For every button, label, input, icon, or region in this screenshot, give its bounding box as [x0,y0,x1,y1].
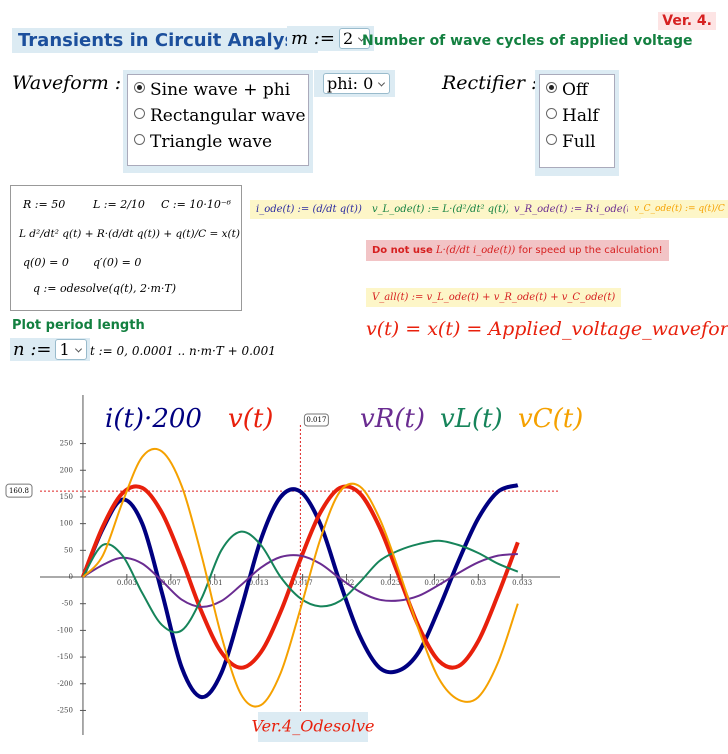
radio-option[interactable]: Full [546,129,608,155]
legend-entry: vL(t) [440,404,503,434]
warning-text: for speed up the calculation! [518,245,663,256]
radio-option[interactable]: Sine wave + phi [134,77,302,103]
version: Ver. 4. [658,12,716,30]
y-tick-label: 200 [60,466,73,474]
y-tick-label: 250 [60,440,73,448]
marker-label-box [303,413,329,427]
x-tick-label: 0.01 [207,579,223,587]
waveform-radios: Sine wave + phi Rectangular wave Triangle … [127,74,309,166]
radio-label: Full [562,132,596,152]
y-tick-label: -150 [57,653,73,661]
radio-label: Sine wave + phi [150,80,291,100]
equation: q(0) = 0 [23,256,69,269]
radio-button[interactable] [546,108,557,119]
radio-button[interactable] [134,134,145,145]
equation: q := odesolve(q(t), 2·m·T) [33,282,177,295]
waveform-frame: Sine wave + phi Rectangular wave Triangle … [123,70,313,173]
n-dropdown[interactable]: 1 [55,339,87,360]
x-tick-label: 0.003 [117,579,137,587]
radio-option[interactable]: Off [546,77,608,103]
y-tick-label: 0 [68,573,72,581]
applied-voltage: v(t) = x(t) = Applied_voltage_waveform [366,318,728,340]
series-line [82,530,519,634]
n-label: n := [13,339,52,360]
series-line [82,447,519,708]
phi-dropdown[interactable]: phi: 0 [323,73,391,94]
rectifier-frame: Off Half Full [535,70,619,176]
legend-entry: v(t) [228,404,273,434]
y-tick-label: -250 [57,706,73,714]
phi-frame: phi: 0 [314,70,396,97]
x-tick-label: 0.023 [380,579,400,587]
warning-expr: L·(d/dt i_ode(t)) [435,245,516,256]
t-definition: t := 0, 0.0001 .. n·m·T + 0.001 [90,344,276,358]
warning: Do not use L·(d/dt i_ode(t)) for speed u… [366,240,669,261]
plot-period-title: Plot period length [12,318,145,333]
n-control: n := 1 [10,338,90,361]
m-description: Number of wave cycles of applied voltage [362,33,693,49]
legend-entry: vC(t) [518,404,583,434]
rectifier-label: Rectifier := [442,72,554,94]
definition: v_L_ode(t) := L·(d²/dt² q(t)) [366,200,516,219]
m-dropdown[interactable]: 2 [338,28,371,49]
y-tick-label: 100 [60,520,73,528]
x-tick-label: 0.013 [249,579,269,587]
equation: q′(0) = 0 [93,256,142,269]
equation: R := 50 [23,198,66,211]
radio-label: Half [562,106,599,126]
radio-label: Off [562,80,589,100]
definition: v_C_ode(t) := q(t)/C [628,200,728,218]
waveform-label: Waveform := [12,72,138,94]
radio-button[interactable] [134,82,145,93]
marker-label-y: 160.8 [9,487,29,495]
definition: v_R_ode(t) := R·i_ode(t) [508,200,641,219]
caption: Ver.4_Odesolve [251,717,374,736]
caption-box [258,712,368,742]
radio-button[interactable] [134,108,145,119]
radio-option[interactable]: Rectangular wave [134,103,306,129]
equation: L d²/dt² q(t) + R·(d/dt q(t)) + q(t)/C =… [19,228,240,240]
radio-label: Triangle wave [150,132,273,152]
equation-box: R := 50 L := 2/10 C := 10·10⁻⁶ L d²/dt² … [10,185,242,311]
m-control: m := 2 [287,26,375,51]
series-line [81,484,520,670]
legend-entry: vR(t) [360,404,425,434]
rectifier-radios: Off Half Full [539,74,615,168]
title: Transients in Circuit Analysis [12,28,319,53]
definition: i_ode(t) := (d/dt q(t)) [250,200,368,219]
m-label: m := [291,28,335,49]
x-tick-label: 0.033 [512,579,532,587]
legend-entry: i(t)·200 [105,404,202,434]
radio-label: Rectangular wave [150,106,306,126]
equation: C := 10·10⁻⁶ [161,198,232,211]
y-tick-label: -100 [57,626,73,634]
x-tick-label: 0.017 [293,579,313,587]
radio-button[interactable] [546,134,557,145]
y-tick-label: -50 [62,600,73,608]
warning-bold: Do not use [372,245,433,256]
x-tick-label: 0.007 [161,579,181,587]
y-tick-label: -200 [57,680,73,688]
radio-option[interactable]: Half [546,103,608,129]
radio-button[interactable] [546,82,557,93]
equation: L := 2/10 [93,198,145,211]
chart: 0.003 0.007 0.01 0.013 0.017 0.02 0.023 0.027 0.… [5,395,583,742]
y-tick-label: 150 [60,493,73,501]
x-tick-label: 0.03 [471,579,487,587]
y-tick-label: 50 [64,546,73,554]
v-all: V_all(t) := v_L_ode(t) + v_R_ode(t) + v_… [366,288,622,307]
x-tick-label: 0.027 [424,579,444,587]
radio-option[interactable]: Triangle wave [134,129,302,155]
marker-label-box [5,483,33,498]
series-line [82,553,518,608]
series-line [81,483,519,700]
marker-label-x: 0.017 [306,416,326,424]
